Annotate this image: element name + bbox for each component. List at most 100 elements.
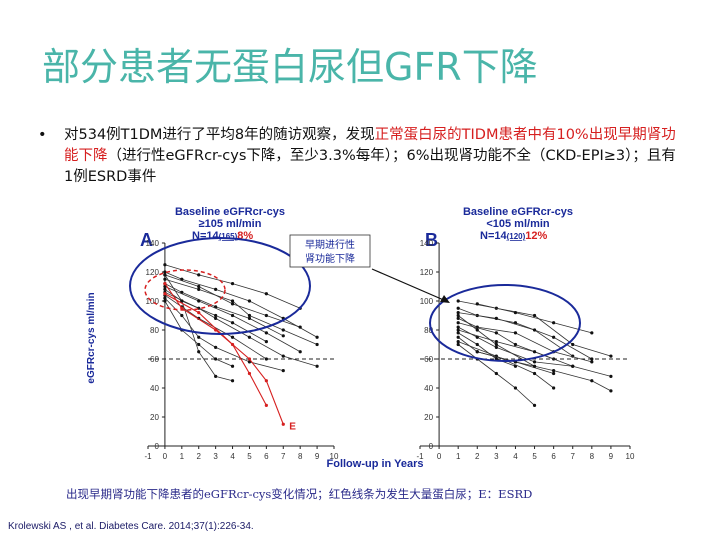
panel-b-x-tick-label: 10 <box>626 452 635 461</box>
panel-a-data-point <box>230 342 235 347</box>
panel-b-n-label: N=14(120)12% <box>480 230 548 242</box>
panel-a-data-point <box>281 328 285 332</box>
panel-b-x-tick-label: 9 <box>609 452 614 461</box>
panel-b-y-tick-label: 80 <box>424 326 433 335</box>
panel-a-data-point <box>247 371 252 376</box>
panel-b-data-point <box>456 321 460 325</box>
panel-a-data-point <box>281 422 285 426</box>
panel-b-data-point <box>456 316 460 320</box>
panel-a-x-tick-label: 5 <box>247 452 252 461</box>
panel-b-x-tick-label: 6 <box>551 452 556 461</box>
panel-a-y-tick-label: 0 <box>154 442 159 451</box>
panel-b-data-point <box>513 331 518 335</box>
panel-a-data-point <box>180 306 184 310</box>
egfr-figure: Baseline eGFRcr-cys ≥105 ml/min N=14 (165… <box>86 206 635 470</box>
panel-a-data-point <box>214 316 218 320</box>
panel-a-data-point <box>163 282 167 286</box>
panel-a-data-point <box>214 287 218 291</box>
panel-b-data-point <box>456 331 460 335</box>
panel-b-data-point <box>494 342 498 347</box>
panel-a-data-point <box>230 364 235 368</box>
panel-b-data-point <box>456 342 460 347</box>
panel-a-y-tick-label: 20 <box>150 413 159 422</box>
panel-a-n-paren: (165) <box>219 232 238 241</box>
panel-b-n-paren: (120) <box>507 232 526 241</box>
panel-a-data-point <box>214 357 218 361</box>
panel-b-data-point <box>571 342 575 347</box>
panel-a-data-point <box>163 296 167 300</box>
panel-b-data-point <box>494 340 498 344</box>
bullet-text-highlight: 正常蛋白尿的TIDM患者中有10%出现早期肾功能下降 <box>64 127 676 164</box>
panel-a-red-dashed-ellipse <box>144 269 226 311</box>
panel-b-y-tick-label: 100 <box>420 297 434 306</box>
panel-a-data-point <box>264 331 268 335</box>
panel-b-header-line2: <105 ml/min <box>486 218 550 230</box>
panel-b-x-tick-label: 1 <box>456 452 461 461</box>
panel-b-data-point <box>590 331 594 335</box>
panel-b-data-point <box>552 369 556 373</box>
panel-b-series-line <box>457 315 535 367</box>
panel-a-data-point <box>197 287 201 291</box>
panel-a-data-point <box>214 374 218 378</box>
panel-a-data-point <box>214 345 218 349</box>
bullet-text-plain-1: 对534例T1DM进行了平均8年的随访观察，发现 <box>64 127 375 143</box>
panel-a-data-point <box>264 357 268 361</box>
panel-b-data-point <box>552 371 556 376</box>
panel-b-data-point <box>456 313 460 318</box>
callout-line2: 肾功能下降 <box>305 252 355 265</box>
panel-a-x-tick-label: 2 <box>197 452 202 461</box>
panel-b-y-tick-label: 40 <box>424 384 433 393</box>
panel-a-series-line <box>164 271 318 338</box>
bullet-text: 对534例T1DM进行了平均8年的随访观察，发现正常蛋白尿的TIDM患者中有10… <box>64 125 678 188</box>
panel-b-data-point <box>609 374 613 378</box>
panel-a-data-point <box>281 354 285 358</box>
panel-a-y-tick-label: 120 <box>146 268 160 277</box>
panel-a-data-point <box>214 313 218 318</box>
bullet-text-plain-2: （进行性eGFRcr-cys下降，至少3.3%每年）；6%出现肾功能不全（CKD… <box>64 148 676 185</box>
panel-b-data-point <box>552 321 556 325</box>
panel-b-series-line <box>477 303 592 334</box>
panel-a-x-tick-label: -1 <box>144 452 152 461</box>
panel-a-data-point <box>230 282 235 286</box>
panel-a-data-point <box>163 287 167 291</box>
panel-a-data-point <box>230 313 235 318</box>
panel-a-data-point <box>247 299 252 303</box>
panel-b-data-point <box>456 325 460 329</box>
panel-a-data-point <box>197 284 201 289</box>
panel-b-data-point <box>532 371 537 376</box>
panel-b-x-tick-label: 3 <box>494 452 499 461</box>
panel-b-data-point <box>494 316 498 320</box>
panel-a-series-line <box>164 291 318 367</box>
panel-b-n-prefix: N=14 <box>480 230 507 242</box>
callout-line1: 早期进行性 <box>305 238 355 251</box>
panel-a-data-point <box>163 277 167 281</box>
panel-a-data-point <box>180 313 184 318</box>
panel-b-data-point <box>475 328 479 332</box>
panel-b-data-point <box>456 340 460 344</box>
panel-a-data-point <box>197 273 201 277</box>
slide-title: 部分患者无蛋白尿但GFR下降 <box>42 45 538 89</box>
callout-arrow <box>371 268 447 302</box>
panel-a-header-line2: ≥105 ml/min <box>199 218 262 230</box>
panel-b-x-tick-label: 4 <box>513 452 518 461</box>
panel-a-x-tick-label: 10 <box>330 452 339 461</box>
panel-a-letter: A <box>140 230 153 250</box>
panel-b-data-point <box>456 306 460 310</box>
callout-arrowhead <box>440 295 450 303</box>
panel-b-letter: B <box>425 230 438 250</box>
panel-b-data-point <box>532 360 537 364</box>
callout-box <box>289 234 371 268</box>
panel-b-series-line <box>457 332 516 367</box>
panel-b-data-point <box>475 302 479 306</box>
panel-b-data-point <box>590 379 594 383</box>
panel-b-x-tick-label: -1 <box>416 452 424 461</box>
panel-a-y-tick-label: 80 <box>150 326 159 335</box>
panel-b-data-point <box>513 342 518 347</box>
panel-a-data-point <box>247 316 252 320</box>
panel-a-data-point <box>230 321 235 325</box>
panel-a-data-point <box>264 403 268 407</box>
panel-b-x-tick-label: 5 <box>532 452 537 461</box>
panel-b-data-point <box>475 350 479 354</box>
panel-b-n-pct: 12% <box>525 230 547 242</box>
